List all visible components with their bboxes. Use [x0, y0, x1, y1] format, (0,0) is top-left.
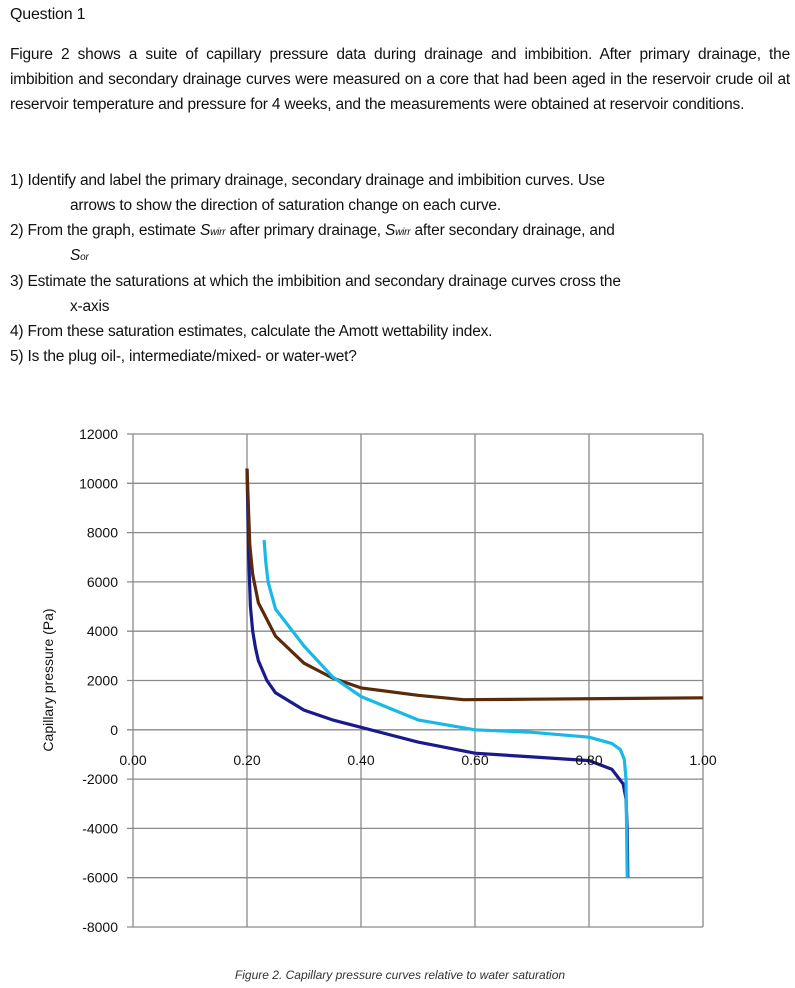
swirr-symbol-1: Swirr: [199, 222, 226, 239]
item-3-line-2: x-axis: [70, 298, 110, 315]
symbol-s: S: [384, 222, 396, 239]
y-tick-label: -2000: [82, 771, 118, 787]
y-tick-label: -4000: [82, 820, 118, 836]
y-tick-label: 8000: [87, 525, 118, 541]
series-curve-3: [262, 539, 629, 878]
x-tick-label: 0.40: [347, 752, 374, 768]
x-tick-label: 0.60: [461, 752, 488, 768]
y-tick-label: 4000: [87, 623, 118, 639]
figure-caption: Figure 2. Capillary pressure curves rela…: [235, 968, 565, 982]
y-tick-label: 12000: [79, 426, 118, 442]
item-2-text-b: after primary drainage,: [225, 222, 385, 239]
chart-ticks: 12000 10000 8000 6000 4000 2000 0 -2000 -4000 -60…: [79, 426, 717, 935]
symbol-subscript: or: [80, 252, 89, 263]
y-tick-label: -6000: [82, 870, 118, 886]
chart-curves: [245, 468, 704, 878]
y-axis-label: Capillary pressure (Pa): [40, 608, 56, 751]
x-tick-label: 0.80: [575, 752, 602, 768]
series-curve-1: [245, 468, 630, 878]
y-tick-label: -8000: [82, 919, 118, 935]
symbol-subscript: wirr: [395, 227, 411, 238]
sor-symbol: Sor: [70, 247, 89, 265]
item-2-text-c: after secondary drainage, and: [410, 222, 615, 239]
item-2-text-a: 2) From the graph, estimate: [10, 222, 200, 239]
item-4: 4) From these saturation estimates, calc…: [10, 323, 493, 340]
capillary-pressure-chart: 12000 10000 8000 6000 4000 2000 0 -2000 -4000 -60…: [40, 426, 717, 982]
x-tick-label: 1.00: [689, 752, 716, 768]
y-tick-label: 0: [110, 722, 118, 738]
item-1-line-1: 1) Identify and label the primary draina…: [10, 172, 605, 189]
item-3-line-1: 3) Estimate the saturations at which the…: [10, 273, 621, 290]
item-1-line-2: arrows to show the direction of saturati…: [70, 197, 501, 214]
symbol-subscript: wirr: [210, 227, 226, 238]
question-intro: Figure 2 shows a suite of capillary pres…: [10, 46, 790, 113]
item-5: 5) Is the plug oil-, intermediate/mixed-…: [10, 348, 357, 365]
y-tick-label: 10000: [79, 475, 118, 491]
chart-grid: [127, 433, 704, 928]
item-2-line-1: 2) From the graph, estimate Swirr after …: [10, 222, 615, 240]
swirr-symbol-2: Swirr: [384, 222, 411, 239]
symbol-s: S: [199, 222, 211, 239]
y-tick-label: 2000: [87, 673, 118, 689]
x-tick-label: 0.00: [119, 752, 146, 768]
symbol-s: S: [70, 247, 81, 264]
question-title: Question 1: [10, 6, 86, 23]
x-tick-label: 0.20: [233, 752, 260, 768]
y-tick-label: 6000: [87, 574, 118, 590]
